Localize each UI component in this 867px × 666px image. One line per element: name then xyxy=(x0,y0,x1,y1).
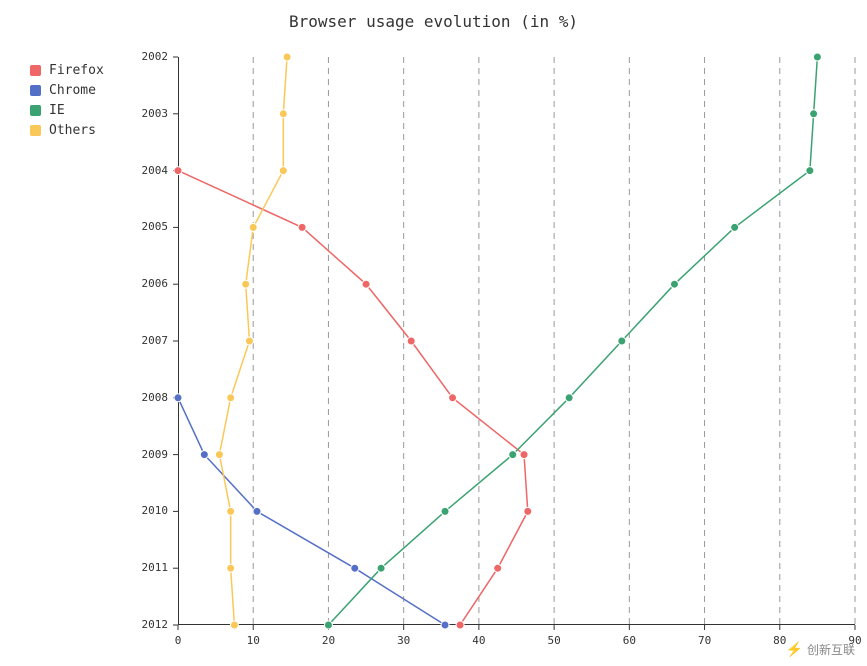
data-point[interactable] xyxy=(227,564,235,572)
data-point[interactable] xyxy=(298,223,306,231)
legend-label: Firefox xyxy=(49,63,104,78)
data-point[interactable] xyxy=(806,167,814,175)
data-point[interactable] xyxy=(456,621,464,629)
x-axis-label: 30 xyxy=(397,635,410,646)
data-point[interactable] xyxy=(279,167,287,175)
data-point[interactable] xyxy=(230,621,238,629)
y-axis-label: 2004 xyxy=(142,165,169,176)
data-point[interactable] xyxy=(377,564,385,572)
legend-label: IE xyxy=(49,103,65,118)
legend-item[interactable]: Chrome xyxy=(30,80,104,100)
x-axis-label: 0 xyxy=(175,635,182,646)
x-axis-label: 50 xyxy=(548,635,561,646)
legend-label: Chrome xyxy=(49,83,96,98)
data-point[interactable] xyxy=(351,564,359,572)
data-point[interactable] xyxy=(245,337,253,345)
legend-item[interactable]: Firefox xyxy=(30,60,104,80)
data-point[interactable] xyxy=(227,394,235,402)
series-line xyxy=(328,57,817,625)
y-axis-label: 2005 xyxy=(142,221,169,232)
data-point[interactable] xyxy=(509,451,517,459)
data-point[interactable] xyxy=(227,507,235,515)
data-point[interactable] xyxy=(520,451,528,459)
data-point[interactable] xyxy=(670,280,678,288)
x-axis-label: 80 xyxy=(773,635,786,646)
y-axis-label: 2010 xyxy=(142,505,169,516)
data-point[interactable] xyxy=(449,394,457,402)
data-point[interactable] xyxy=(407,337,415,345)
y-axis-label: 2006 xyxy=(142,278,169,289)
data-point[interactable] xyxy=(174,394,182,402)
legend-swatch xyxy=(30,125,41,136)
data-point[interactable] xyxy=(441,507,449,515)
watermark: ⚡ 创新互联 xyxy=(786,641,855,658)
y-axis-label: 2007 xyxy=(142,335,169,346)
data-point[interactable] xyxy=(441,621,449,629)
y-axis-label: 2012 xyxy=(142,619,169,630)
x-axis-label: 60 xyxy=(623,635,636,646)
data-point[interactable] xyxy=(215,451,223,459)
data-point[interactable] xyxy=(810,110,818,118)
x-axis-label: 20 xyxy=(322,635,335,646)
x-axis-label: 10 xyxy=(247,635,260,646)
data-point[interactable] xyxy=(565,394,573,402)
y-axis-label: 2009 xyxy=(142,449,169,460)
data-point[interactable] xyxy=(200,451,208,459)
y-axis-label: 2008 xyxy=(142,392,169,403)
y-axis-label: 2002 xyxy=(142,51,169,62)
data-point[interactable] xyxy=(362,280,370,288)
data-point[interactable] xyxy=(174,167,182,175)
legend-label: Others xyxy=(49,123,96,138)
data-point[interactable] xyxy=(813,53,821,61)
bolt-icon: ⚡ xyxy=(786,641,803,658)
data-point[interactable] xyxy=(324,621,332,629)
legend-swatch xyxy=(30,105,41,116)
data-point[interactable] xyxy=(283,53,291,61)
y-axis-label: 2003 xyxy=(142,108,169,119)
data-point[interactable] xyxy=(242,280,250,288)
chart-title: Browser usage evolution (in %) xyxy=(0,12,867,31)
legend-swatch xyxy=(30,65,41,76)
legend: Firefox Chrome IE Others xyxy=(30,60,104,140)
data-point[interactable] xyxy=(731,223,739,231)
legend-item[interactable]: Others xyxy=(30,120,104,140)
data-point[interactable] xyxy=(524,507,532,515)
data-point[interactable] xyxy=(249,223,257,231)
y-axis-label: 2011 xyxy=(142,562,169,573)
data-point[interactable] xyxy=(618,337,626,345)
data-point[interactable] xyxy=(253,507,261,515)
legend-swatch xyxy=(30,85,41,96)
plot-area xyxy=(178,57,855,625)
data-point[interactable] xyxy=(494,564,502,572)
x-axis-label: 70 xyxy=(698,635,711,646)
series-line xyxy=(178,398,445,625)
x-axis-label: 40 xyxy=(472,635,485,646)
watermark-text: 创新互联 xyxy=(807,641,855,658)
data-point[interactable] xyxy=(279,110,287,118)
legend-item[interactable]: IE xyxy=(30,100,104,120)
